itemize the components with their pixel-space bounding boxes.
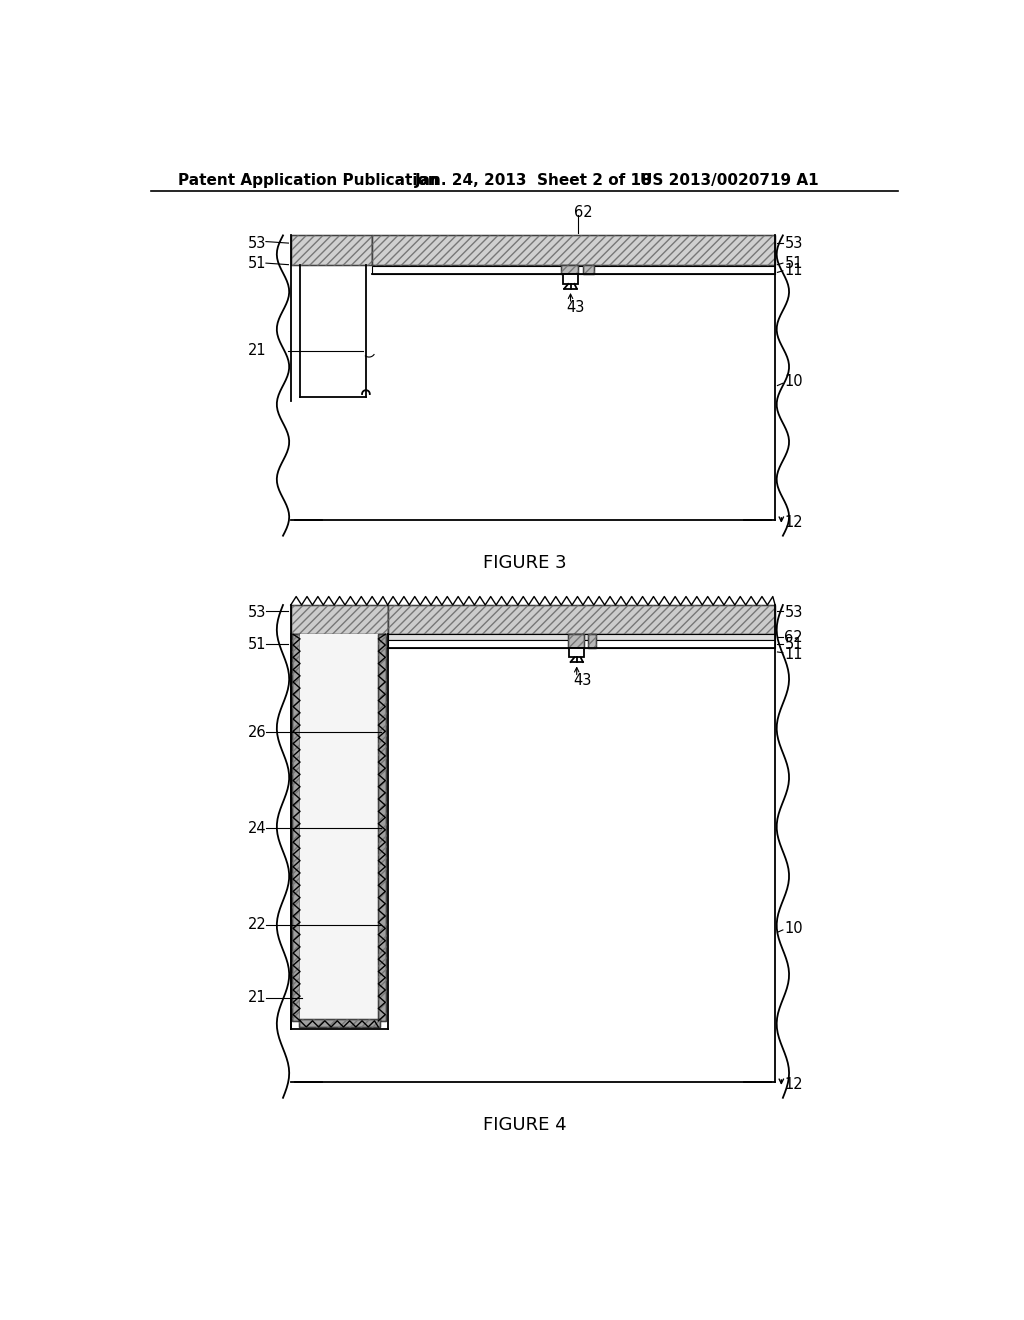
Text: 21: 21 — [248, 990, 266, 1006]
Bar — [561, 264, 579, 275]
Text: FIGURE 4: FIGURE 4 — [483, 1115, 566, 1134]
Bar — [291, 605, 388, 635]
Text: US 2013/0020719 A1: US 2013/0020719 A1 — [640, 173, 818, 189]
Bar — [291, 235, 372, 264]
Bar — [388, 635, 775, 640]
Bar — [291, 605, 388, 635]
Text: 12: 12 — [784, 515, 803, 531]
Text: 43: 43 — [566, 300, 585, 314]
Bar — [300, 635, 378, 1020]
Bar — [388, 605, 775, 635]
Bar — [372, 267, 775, 275]
Text: 26: 26 — [248, 725, 266, 739]
Bar — [292, 635, 300, 1020]
Bar — [291, 235, 372, 264]
Text: 10: 10 — [784, 374, 803, 389]
Bar — [299, 1019, 380, 1027]
Text: 62: 62 — [573, 205, 592, 220]
Bar — [388, 640, 775, 648]
Text: 43: 43 — [572, 673, 591, 688]
Bar — [299, 1019, 380, 1027]
Bar — [588, 635, 596, 648]
Text: Patent Application Publication: Patent Application Publication — [178, 173, 439, 189]
Text: 51: 51 — [784, 636, 803, 652]
Bar — [561, 264, 579, 275]
Text: 62: 62 — [784, 630, 803, 645]
Text: Jan. 24, 2013  Sheet 2 of 18: Jan. 24, 2013 Sheet 2 of 18 — [415, 173, 652, 189]
Bar — [378, 635, 386, 1020]
Text: FIGURE 3: FIGURE 3 — [483, 553, 566, 572]
Text: 51: 51 — [248, 636, 266, 652]
Text: 11: 11 — [784, 263, 803, 279]
Bar — [583, 264, 594, 275]
Text: 21: 21 — [248, 343, 266, 359]
Text: 51: 51 — [784, 256, 803, 271]
Bar — [372, 235, 775, 264]
Text: 53: 53 — [784, 605, 803, 620]
Bar — [568, 635, 584, 648]
Bar — [588, 635, 596, 648]
Bar — [292, 635, 300, 1020]
Bar — [568, 635, 584, 648]
Text: 24: 24 — [248, 821, 266, 836]
Text: 12: 12 — [784, 1077, 803, 1092]
Text: 53: 53 — [248, 235, 266, 251]
Text: 10: 10 — [784, 921, 803, 936]
Bar — [378, 635, 386, 1020]
Bar — [583, 264, 594, 275]
Bar — [372, 235, 775, 264]
Bar — [388, 605, 775, 635]
Bar — [563, 275, 579, 284]
Text: 22: 22 — [248, 917, 267, 932]
Text: 53: 53 — [784, 235, 803, 251]
Text: 53: 53 — [248, 605, 266, 620]
Bar — [569, 648, 585, 657]
Text: 11: 11 — [784, 647, 803, 661]
Text: 51: 51 — [248, 256, 266, 271]
